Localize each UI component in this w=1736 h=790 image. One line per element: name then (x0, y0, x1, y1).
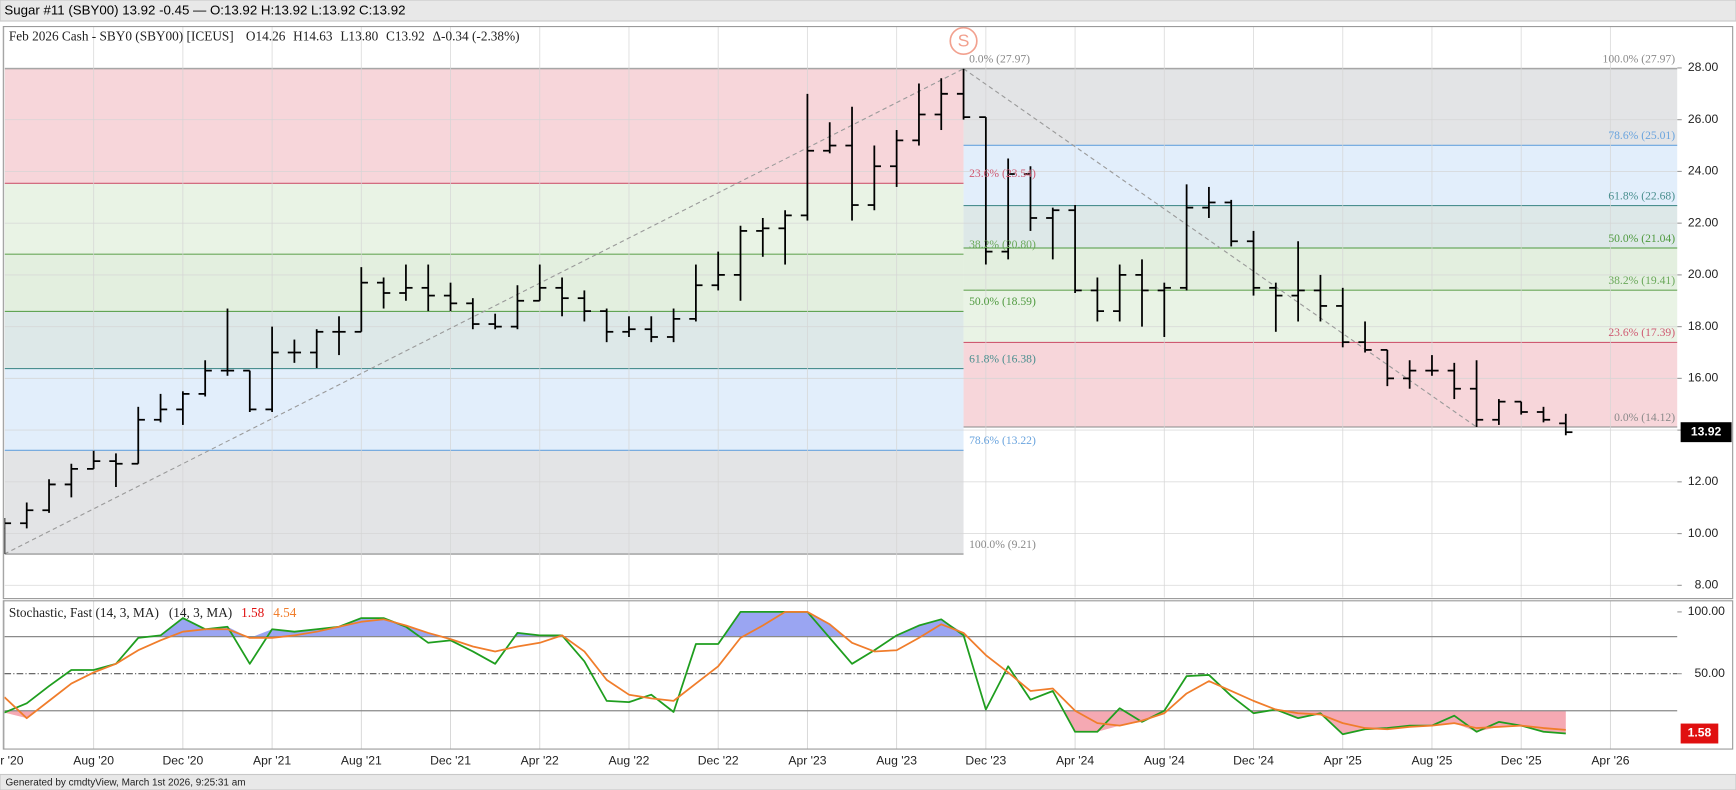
x-tick-label: Apr '26 (1591, 753, 1629, 767)
fib-level-label: 61.8% (22.68) (1608, 189, 1675, 202)
event-marker (949, 26, 978, 56)
fib-level-label: 61.8% (16.38) (969, 352, 1036, 365)
footer-bar (0, 773, 1736, 790)
fib-band (4, 311, 964, 369)
fib-level-label: 100.0% (27.97) (1603, 53, 1676, 66)
y-tick-label: 24.00 (1688, 164, 1719, 178)
y-tick-label: 8.00 (1695, 578, 1719, 592)
fib-band (963, 205, 1678, 248)
fib-trend-line (4, 68, 964, 555)
price-legend: Feb 2026 Cash - SBY0 (SBY00) [ICEUS] O14… (9, 29, 520, 44)
fib-level-label: 38.2% (19.41) (1608, 274, 1675, 287)
x-tick-label: Apr '23 (788, 753, 826, 767)
y-tick-label: 20.00 (1688, 267, 1719, 281)
fib-band (963, 342, 1678, 428)
x-tick-label: Aug '21 (341, 753, 382, 767)
x-tick-label: Aug '23 (876, 753, 917, 767)
legend-name: Feb 2026 Cash - SBY0 (SBY00) [ICEUS] (9, 29, 234, 44)
stochastic-panel-border (2, 600, 1734, 750)
header-bar (0, 0, 1736, 22)
fib-band (4, 450, 964, 555)
fib-level-label: 100.0% (9.21) (969, 538, 1036, 551)
fib-level-label: 78.6% (25.01) (1608, 129, 1675, 142)
y-tick-label: 12.00 (1688, 474, 1719, 488)
fib-level-label: 50.0% (21.04) (1608, 232, 1675, 245)
overbought-shading (4, 611, 1566, 637)
x-tick-label: Dec '22 (698, 753, 739, 767)
fib-band (963, 145, 1678, 206)
y-tick-label: 16.00 (1688, 371, 1719, 385)
fib-level-label: 0.0% (14.12) (1614, 411, 1675, 424)
fib-band (4, 368, 964, 451)
x-tick-label: Dec '20 (162, 753, 203, 767)
price-panel-border (2, 26, 1734, 600)
fib-band (4, 254, 964, 312)
last-price-label: 13.92 (1691, 424, 1722, 438)
y-tick-label: 28.00 (1688, 60, 1719, 74)
y-tick-label: 100.00 (1688, 604, 1725, 618)
stochastic-title: Stochastic, Fast (14, 3, MA) (9, 605, 159, 620)
fibonacci-retracement (963, 68, 1678, 428)
fib-level-label: 23.6% (23.54) (969, 167, 1036, 180)
x-tick-label: Apr '25 (1324, 753, 1362, 767)
legend-item: L13.80 (340, 29, 378, 44)
x-tick-label: Apr '21 (253, 753, 291, 767)
x-tick-label: Dec '21 (430, 753, 471, 767)
oversold-shading (4, 710, 1566, 735)
legend-value: 4.54 (273, 605, 297, 620)
y-tick-label: 10.00 (1688, 526, 1719, 540)
footer-text: Generated by cmdtyView, March 1st 2026, … (6, 777, 246, 788)
fib-band (4, 183, 964, 255)
x-tick-label: Aug '20 (73, 753, 114, 767)
fib-level-label: 0.0% (27.97) (969, 53, 1030, 66)
x-tick-label: Apr '22 (521, 753, 559, 767)
fib-trend-line (963, 68, 1477, 428)
stochastic-line (4, 611, 1566, 731)
legend-item: H14.63 (293, 29, 333, 44)
legend-item: (14, 3, MA) (169, 605, 232, 620)
x-tick-label: Apr '20 (0, 753, 24, 767)
stochastic-plot (4, 611, 1678, 736)
legend-item: O14.26 (246, 29, 286, 44)
fib-band (963, 68, 1678, 146)
y-tick-label: 26.00 (1688, 112, 1719, 126)
y-tick-label: 50.00 (1694, 666, 1725, 680)
x-tick-label: Dec '23 (965, 753, 1006, 767)
event-marker-label: S (958, 31, 970, 51)
last-price-box (1680, 422, 1732, 443)
x-tick-label: Aug '22 (609, 753, 650, 767)
legend-item: C13.92 (386, 29, 425, 44)
legend-value: 1.58 (241, 605, 265, 620)
header-title: Sugar #11 (SBY00) 13.92 -0.45 — O:13.92 … (4, 3, 405, 18)
x-tick-label: Aug '24 (1144, 753, 1185, 767)
x-tick-label: Dec '25 (1501, 753, 1542, 767)
fib-level-label: 50.0% (18.59) (969, 295, 1036, 308)
stochastic-panel: 50.00 100.00 1.58 (3, 600, 1725, 750)
fib-level-label: 38.2% (20.80) (969, 238, 1036, 251)
legend-item: Δ-0.34 (-2.38%) (433, 29, 520, 44)
x-tick-label: Aug '25 (1412, 753, 1453, 767)
y-tick-label: 22.00 (1688, 215, 1719, 229)
fib-band (4, 68, 964, 184)
stochastic-legend: Stochastic, Fast (14, 3, MA) (14, 3, MA)… (9, 605, 297, 620)
price-panel: 8.0010.0012.0014.0016.0018.0020.0022.002… (4, 26, 1732, 598)
last-value-label: 1.58 (1688, 726, 1712, 740)
x-tick-label: Dec '24 (1233, 753, 1274, 767)
x-tick-label: Apr '24 (1056, 753, 1094, 767)
price-bars (4, 68, 1573, 555)
fib-level-label: 78.6% (13.22) (969, 434, 1036, 447)
price-plot (4, 26, 1678, 598)
y-tick-label: 18.00 (1688, 319, 1719, 333)
fib-level-label: 23.6% (17.39) (1608, 326, 1675, 339)
last-value-box (1680, 723, 1719, 744)
